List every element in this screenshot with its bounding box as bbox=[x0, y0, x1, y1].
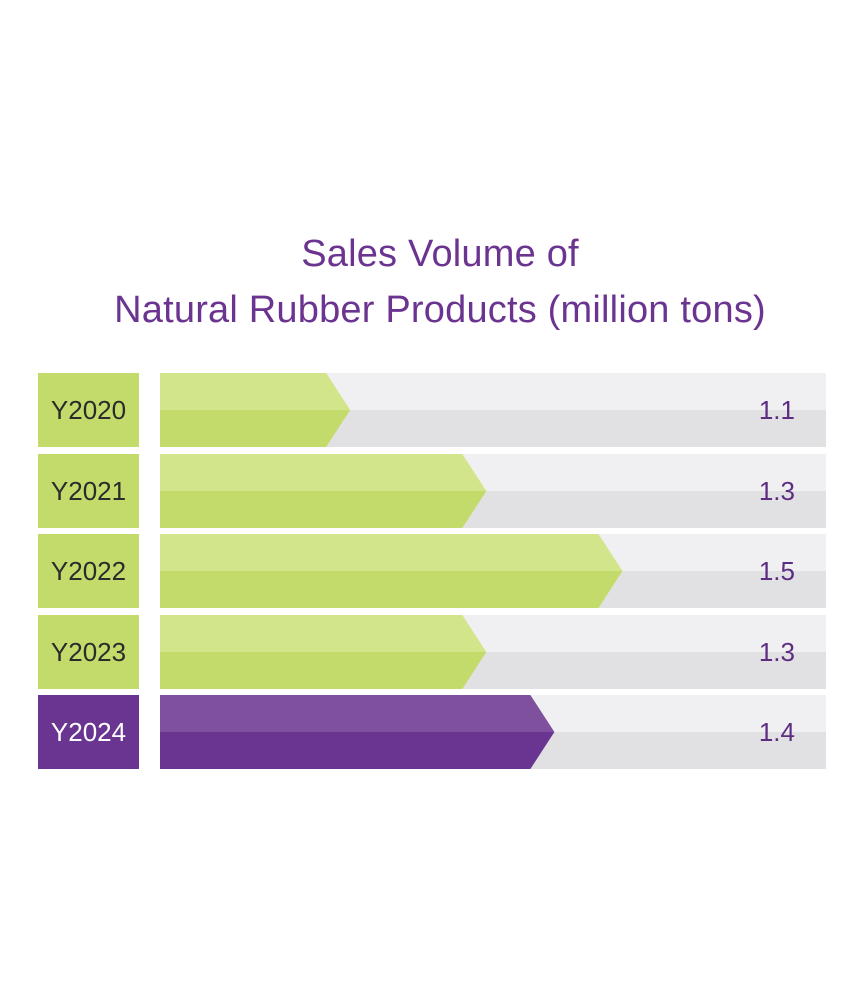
bar-y2024 bbox=[160, 732, 555, 769]
chart-title-line-2: Natural Rubber Products (million tons) bbox=[114, 289, 766, 331]
bar-y2023-top bbox=[160, 615, 487, 652]
value-label: 1.3 bbox=[759, 476, 795, 506]
category-label: Y2023 bbox=[51, 637, 126, 667]
bar-y2021-top bbox=[160, 454, 487, 491]
bar-y2022-top bbox=[160, 534, 623, 571]
category-label-box bbox=[38, 534, 139, 608]
bar-y2023 bbox=[160, 652, 487, 689]
bar-row-y2023: Y2023 1.3 bbox=[38, 615, 826, 689]
bar-row-y2021: Y2021 1.3 bbox=[38, 454, 826, 528]
bar-y2024-top bbox=[160, 695, 555, 732]
bar-y2020-top bbox=[160, 373, 351, 410]
category-label: Y2022 bbox=[51, 556, 126, 586]
category-label-box bbox=[38, 373, 139, 447]
bar-y2021 bbox=[160, 491, 487, 528]
chart-title: Sales Volume of Natural Rubber Products … bbox=[0, 226, 860, 338]
category-label: Y2020 bbox=[51, 395, 126, 425]
category-label-box bbox=[38, 695, 139, 769]
bar-y2020 bbox=[160, 410, 351, 447]
value-label: 1.1 bbox=[759, 395, 795, 425]
value-label: 1.3 bbox=[759, 637, 795, 667]
category-label: Y2021 bbox=[51, 476, 126, 506]
category-label-box bbox=[38, 454, 139, 528]
bar-row-y2022: Y2022 1.5 bbox=[38, 534, 826, 608]
bar-y2022 bbox=[160, 571, 623, 608]
category-label-box bbox=[38, 615, 139, 689]
chart-title-line-1: Sales Volume of bbox=[301, 233, 579, 275]
value-label: 1.5 bbox=[759, 556, 795, 586]
bar-row-y2024: Y2024 1.4 bbox=[38, 695, 826, 769]
value-label: 1.4 bbox=[759, 717, 795, 747]
bar-row-y2020: Y2020 1.1 bbox=[38, 373, 826, 447]
category-label: Y2024 bbox=[51, 717, 126, 747]
